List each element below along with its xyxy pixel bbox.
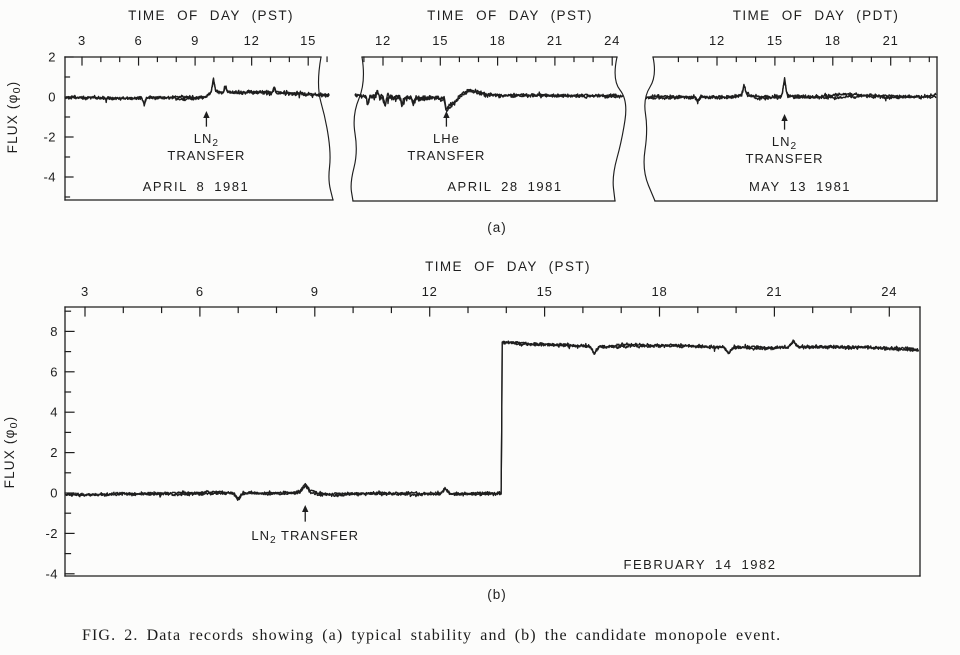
- annotation-text: TRANSFER: [407, 148, 485, 163]
- y-axis-title: FLUX (φ0): [2, 416, 20, 489]
- x-tick-label: 9: [191, 33, 199, 48]
- x-axis: TIME OF DAY (PST) 12 15 18 21 24: [363, 8, 620, 66]
- up-arrow-icon: [443, 111, 450, 118]
- x-tick-label: 12: [422, 284, 438, 299]
- panel-frame: [64, 56, 334, 201]
- annotation-text: LHe: [433, 131, 460, 146]
- annotation-text: LN2: [194, 131, 219, 149]
- y-axis-title: FLUX (φ0): [5, 81, 23, 154]
- flux-trace: [64, 79, 330, 104]
- flux-trace: [354, 88, 624, 110]
- flux-trace: [65, 339, 920, 501]
- flux-trace: [64, 339, 920, 500]
- up-arrow-icon: [781, 114, 788, 121]
- x-tick-label: 15: [767, 33, 783, 48]
- panel-date: APRIL 8 1981: [143, 179, 249, 194]
- x-tick-label: 18: [490, 33, 506, 48]
- torn-edge-left: [643, 56, 656, 202]
- flux-trace: [645, 80, 937, 105]
- y-axis: FLUX (φ0) 2 0 -2 -4: [5, 50, 74, 198]
- y-tick-label: -2: [45, 526, 58, 541]
- panel-frame: [64, 306, 921, 577]
- torn-edge-right: [317, 56, 334, 201]
- torn-edge-right: [612, 56, 627, 202]
- x-tick-label: 24: [604, 33, 620, 48]
- y-tick-label: -4: [43, 170, 56, 185]
- annotation-text: TRANSFER: [746, 151, 824, 166]
- x-tick-label: 15: [537, 284, 553, 299]
- transfer-annotation: LN2 TRANSFER: [251, 505, 359, 546]
- x-tick-label: 21: [547, 33, 563, 48]
- x-tick-label: 21: [883, 33, 899, 48]
- annotation-text: LN2 TRANSFER: [251, 528, 359, 546]
- x-tick-label: 12: [375, 33, 391, 48]
- x-axis: TIME OF DAY (PST) 3 6 9 12 15 18 21 24: [81, 259, 897, 317]
- x-tick-label: 9: [311, 284, 319, 299]
- y-tick-label: 0: [50, 486, 58, 501]
- x-tick-label: 6: [135, 33, 143, 48]
- x-tick-label: 12: [709, 33, 725, 48]
- y-tick-label: 2: [50, 445, 58, 460]
- up-arrow-icon: [203, 111, 210, 118]
- x-axis-title: TIME OF DAY (PST): [425, 259, 591, 274]
- y-tick-label: 0: [48, 90, 56, 105]
- x-tick-label: 15: [300, 33, 316, 48]
- figure-caption: FIG. 2. Data records showing (a) typical…: [82, 627, 782, 644]
- x-tick-label: 6: [196, 284, 204, 299]
- panel-april-8-1981: TIME OF DAY (PST) 3 6 9 12 15 FLUX (φ0) 2 0 -2 -4 L…: [5, 8, 334, 201]
- flux-trace: [65, 77, 330, 107]
- y-tick-label: 4: [50, 405, 58, 420]
- y-tick-label: 8: [50, 324, 58, 339]
- panel-april-28-1981: TIME OF DAY (PST) 12 15 18 21 24 LHe TRANSFER AP…: [350, 8, 627, 202]
- y-axis: FLUX (φ0) 8 6 4 2 0 -2 -4: [2, 310, 75, 581]
- y-tick-label: -2: [43, 130, 56, 145]
- x-tick-label: 12: [244, 33, 260, 48]
- x-tick-label: 21: [766, 284, 782, 299]
- subfigure-a-label: (a): [487, 220, 507, 235]
- annotation-text: TRANSFER: [167, 148, 245, 163]
- x-axis: TIME OF DAY (PST) 3 6 9 12 15: [78, 8, 328, 66]
- x-axis-title: TIME OF DAY (PDT): [733, 8, 900, 23]
- x-tick-label: 24: [881, 284, 897, 299]
- panel-date: APRIL 28 1981: [447, 179, 562, 194]
- panel-frame: [643, 56, 938, 202]
- x-tick-label: 18: [825, 33, 841, 48]
- panel-date: MAY 13 1981: [749, 179, 851, 194]
- subfigure-b-label: (b): [487, 587, 507, 602]
- torn-edge-left: [350, 56, 365, 202]
- x-tick-label: 3: [81, 284, 89, 299]
- x-axis: TIME OF DAY (PDT) 12 15 18 21: [677, 8, 930, 66]
- panel-date: FEBRUARY 14 1982: [624, 557, 777, 572]
- x-tick-label: 18: [651, 284, 667, 299]
- y-tick-label: 2: [48, 50, 56, 65]
- x-tick-label: 3: [78, 33, 86, 48]
- transfer-annotation: LHe TRANSFER: [407, 111, 485, 163]
- up-arrow-icon: [302, 505, 309, 512]
- x-axis-title: TIME OF DAY (PST): [427, 8, 593, 23]
- y-tick-label: -4: [45, 566, 58, 581]
- y-tick-label: 6: [50, 364, 58, 379]
- x-axis-title: TIME OF DAY (PST): [128, 8, 294, 23]
- x-tick-label: 15: [432, 33, 448, 48]
- annotation-text: LN2: [772, 134, 797, 152]
